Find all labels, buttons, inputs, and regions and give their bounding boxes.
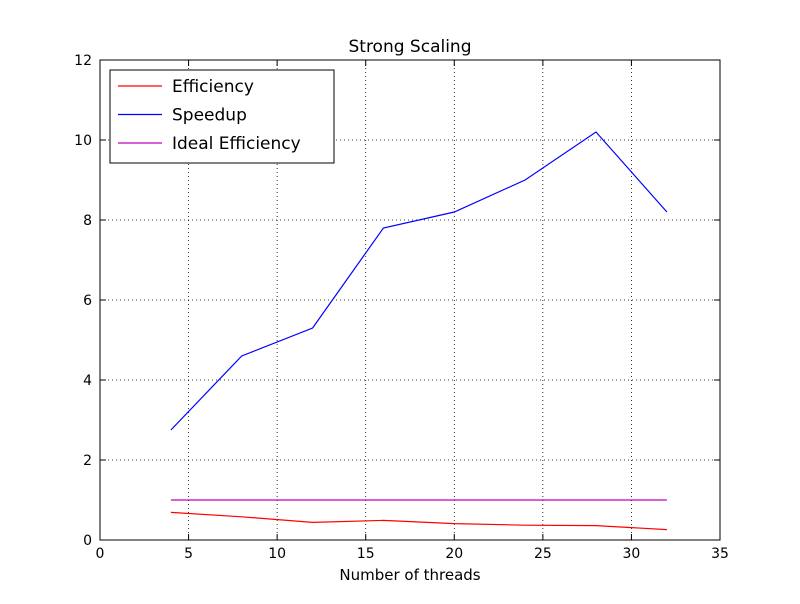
- series-lines: [170, 131, 668, 531]
- x-tick-label: 15: [357, 546, 375, 562]
- axis-ticks: 0 5 10 15 20 25 30 35 0 2 4 6 8 10 12: [74, 53, 729, 562]
- legend: Efficiency Speedup Ideal Efficiency: [109, 69, 335, 164]
- x-tick-label: 25: [534, 546, 552, 562]
- y-tick-label: 2: [83, 453, 92, 469]
- x-tick-label: 0: [96, 546, 105, 562]
- chart-title: Strong Scaling: [348, 37, 471, 57]
- y-tick-label: 4: [83, 373, 92, 389]
- series-line-efficiency: [170, 511, 667, 531]
- x-tick-label: 5: [184, 546, 193, 562]
- x-axis-label: Number of threads: [339, 566, 480, 584]
- x-tick-label: 30: [623, 546, 641, 562]
- y-tick-label: 8: [83, 213, 92, 229]
- x-tick-label: 20: [445, 546, 463, 562]
- x-tick-label: 10: [268, 546, 286, 562]
- y-tick-label: 6: [83, 293, 92, 309]
- legend-label-speedup: Speedup: [172, 106, 247, 126]
- x-tick-label: 35: [711, 546, 729, 562]
- y-tick-label: 12: [74, 53, 92, 69]
- series-line-speedup: [170, 131, 668, 431]
- legend-label-efficiency: Efficiency: [172, 77, 254, 97]
- legend-label-ideal-efficiency: Ideal Efficiency: [172, 134, 301, 154]
- y-tick-label: 10: [74, 133, 92, 149]
- y-tick-label: 0: [83, 533, 92, 549]
